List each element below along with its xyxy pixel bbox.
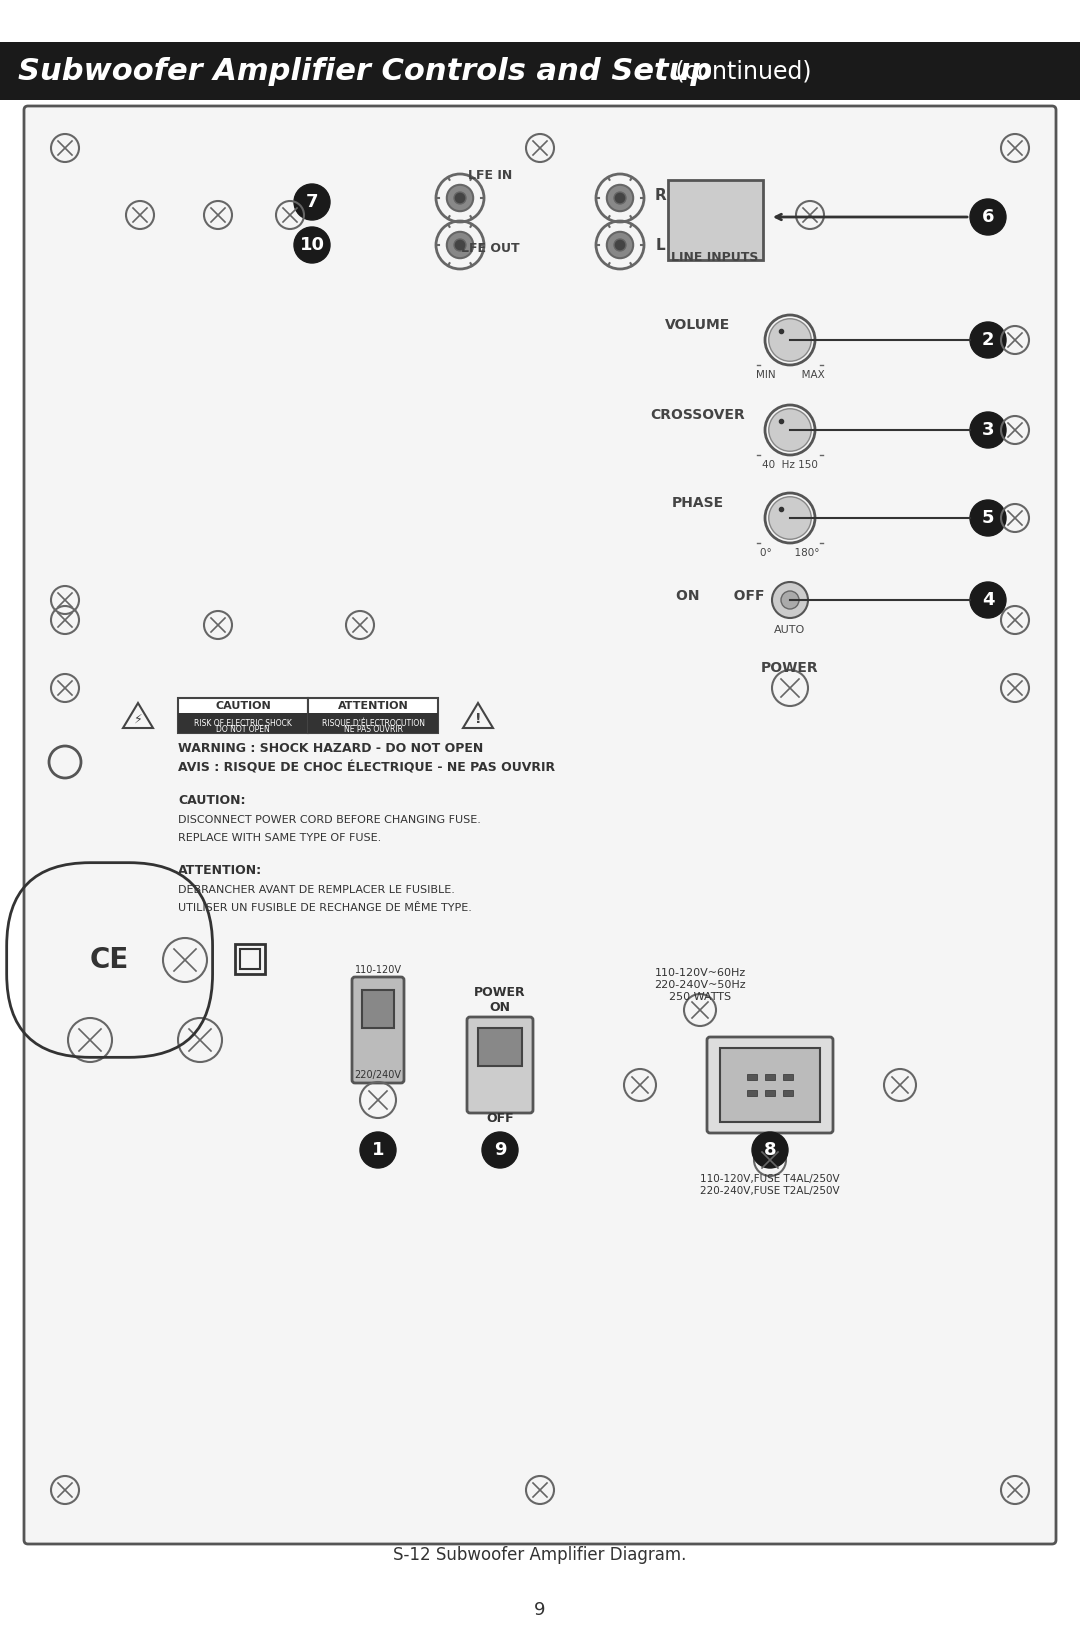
FancyBboxPatch shape	[0, 41, 1080, 101]
Bar	[235, 944, 265, 974]
Text: 40  Hz 150: 40 Hz 150	[762, 460, 818, 470]
Bar	[747, 1089, 757, 1096]
Circle shape	[752, 1132, 788, 1168]
Bar	[765, 1074, 775, 1079]
Text: ATTENTION: ATTENTION	[338, 700, 408, 710]
Text: MIN        MAX: MIN MAX	[756, 371, 824, 381]
Text: DISCONNECT POWER CORD BEFORE CHANGING FUSE.: DISCONNECT POWER CORD BEFORE CHANGING FU…	[178, 816, 481, 826]
Circle shape	[781, 592, 799, 610]
Text: POWER
ON: POWER ON	[474, 986, 526, 1014]
FancyBboxPatch shape	[178, 699, 308, 733]
Text: 110-120V,FUSE T4AL/250V
220-240V,FUSE T2AL/250V: 110-120V,FUSE T4AL/250V 220-240V,FUSE T2…	[700, 1173, 840, 1196]
FancyBboxPatch shape	[707, 1037, 833, 1134]
FancyBboxPatch shape	[467, 1017, 534, 1112]
Text: ⚡: ⚡	[134, 712, 143, 725]
Text: 5: 5	[982, 509, 995, 527]
Text: LINE INPUTS: LINE INPUTS	[672, 250, 758, 264]
FancyBboxPatch shape	[308, 699, 438, 733]
Text: WARNING : SHOCK HAZARD - DO NOT OPEN: WARNING : SHOCK HAZARD - DO NOT OPEN	[178, 742, 483, 755]
Text: R: R	[654, 188, 666, 203]
Text: LFE IN: LFE IN	[468, 168, 512, 181]
Bar	[178, 714, 308, 733]
Text: 3: 3	[982, 420, 995, 438]
Text: 7: 7	[306, 193, 319, 211]
Circle shape	[447, 185, 473, 211]
Circle shape	[454, 239, 465, 250]
Circle shape	[772, 582, 808, 618]
Circle shape	[970, 321, 1005, 358]
Text: Subwoofer Amplifier Controls and Setup: Subwoofer Amplifier Controls and Setup	[18, 56, 712, 86]
Bar	[747, 1074, 757, 1079]
Text: DEBRANCHER AVANT DE REMPLACER LE FUSIBLE.: DEBRANCHER AVANT DE REMPLACER LE FUSIBLE…	[178, 885, 455, 895]
Text: NE PAS OUVRIR: NE PAS OUVRIR	[343, 725, 403, 733]
Circle shape	[769, 409, 811, 452]
Text: REPLACE WITH SAME TYPE OF FUSE.: REPLACE WITH SAME TYPE OF FUSE.	[178, 832, 381, 844]
Text: 9: 9	[535, 1600, 545, 1618]
Text: 10: 10	[299, 236, 324, 254]
Text: (continued): (continued)	[669, 59, 811, 82]
Circle shape	[482, 1132, 518, 1168]
Text: 9: 9	[494, 1140, 507, 1159]
Circle shape	[294, 185, 330, 219]
Text: L: L	[656, 237, 665, 252]
Bar	[783, 1089, 793, 1096]
Text: UTILISER UN FUSIBLE DE RECHANGE DE MÊME TYPE.: UTILISER UN FUSIBLE DE RECHANGE DE MÊME …	[178, 903, 472, 913]
Text: 0°       180°: 0° 180°	[760, 549, 820, 559]
Circle shape	[970, 412, 1005, 448]
Text: LFE OUT: LFE OUT	[461, 242, 519, 254]
Text: CAUTION: CAUTION	[215, 700, 271, 710]
FancyBboxPatch shape	[24, 105, 1056, 1544]
Circle shape	[360, 1132, 396, 1168]
Circle shape	[294, 227, 330, 264]
Text: 6: 6	[982, 208, 995, 226]
Text: PHASE: PHASE	[672, 496, 724, 509]
Text: DO NOT OPEN: DO NOT OPEN	[216, 725, 270, 733]
Text: AUTO: AUTO	[774, 625, 806, 634]
Text: 1: 1	[372, 1140, 384, 1159]
Bar	[240, 949, 260, 969]
Circle shape	[769, 496, 811, 539]
Circle shape	[970, 199, 1005, 236]
Bar	[478, 1028, 522, 1066]
Text: 110-120V~60Hz
220-240V~50Hz
250 WATTS: 110-120V~60Hz 220-240V~50Hz 250 WATTS	[654, 969, 746, 1002]
Circle shape	[615, 239, 626, 250]
Text: RISQUE D'ÉLECTROCUTION: RISQUE D'ÉLECTROCUTION	[322, 719, 424, 728]
Circle shape	[615, 193, 626, 204]
Bar	[362, 990, 394, 1028]
Text: 220/240V: 220/240V	[354, 1070, 402, 1079]
Text: RISK OF ELECTRIC SHOCK: RISK OF ELECTRIC SHOCK	[194, 719, 292, 727]
Text: 4: 4	[982, 592, 995, 610]
Text: ATTENTION:: ATTENTION:	[178, 864, 262, 877]
Bar	[669, 180, 762, 260]
Text: VOLUME: VOLUME	[665, 318, 731, 331]
Circle shape	[970, 499, 1005, 536]
Text: ON       OFF: ON OFF	[676, 588, 765, 603]
Circle shape	[970, 582, 1005, 618]
Text: AVIS : RISQUE DE CHOC ÉLECTRIQUE - NE PAS OUVRIR: AVIS : RISQUE DE CHOC ÉLECTRIQUE - NE PA…	[178, 761, 555, 775]
Circle shape	[447, 232, 473, 259]
Circle shape	[607, 185, 633, 211]
Text: 2: 2	[982, 331, 995, 349]
Circle shape	[607, 232, 633, 259]
Text: OFF: OFF	[486, 1111, 514, 1124]
Text: CROSSOVER: CROSSOVER	[650, 409, 745, 422]
Bar	[308, 714, 438, 733]
Text: !: !	[475, 712, 482, 727]
Bar	[765, 1089, 775, 1096]
Text: CE: CE	[90, 946, 130, 974]
Bar	[720, 1048, 820, 1122]
Text: POWER: POWER	[761, 661, 819, 676]
Circle shape	[454, 193, 465, 204]
Bar	[783, 1074, 793, 1079]
Text: CAUTION:: CAUTION:	[178, 793, 245, 806]
Text: 110-120V: 110-120V	[354, 966, 402, 976]
Text: S-12 Subwoofer Amplifier Diagram.: S-12 Subwoofer Amplifier Diagram.	[393, 1546, 687, 1564]
Text: 8: 8	[764, 1140, 777, 1159]
Circle shape	[769, 318, 811, 361]
FancyBboxPatch shape	[352, 977, 404, 1083]
